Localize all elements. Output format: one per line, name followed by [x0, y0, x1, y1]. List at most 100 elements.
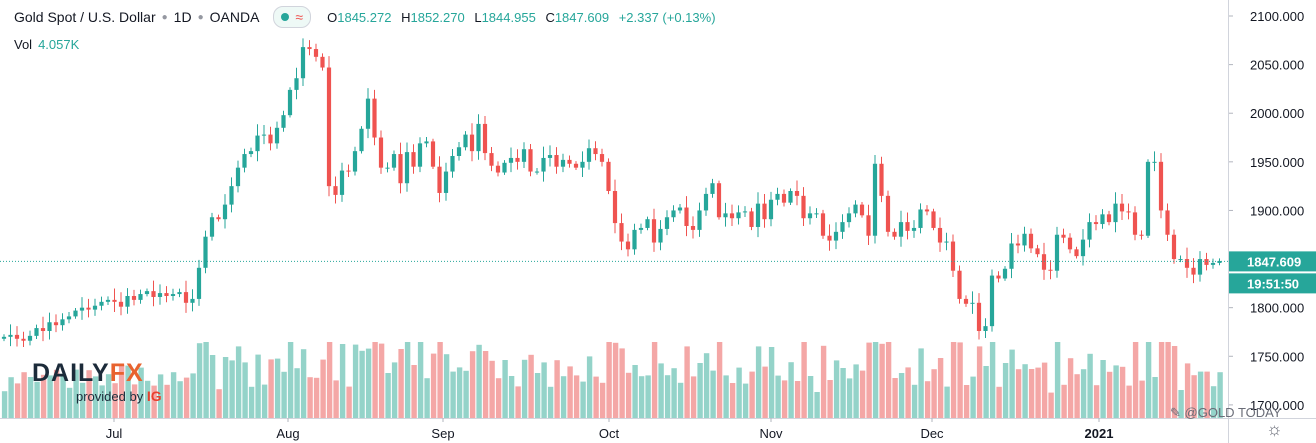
- interval-label[interactable]: 1D: [173, 9, 192, 25]
- candle-body: [840, 222, 845, 232]
- market-status-toggle[interactable]: ≈: [273, 6, 312, 28]
- candle-body: [1113, 203, 1118, 223]
- candle-body: [8, 334, 13, 337]
- candle-body: [1015, 243, 1021, 246]
- volume-bar: [1204, 371, 1210, 418]
- volume-bar: [541, 362, 547, 418]
- chart-legend: Gold Spot / U.S. Dollar ● 1D ● OANDA ≈ O…: [14, 6, 716, 28]
- candle-body: [346, 170, 351, 172]
- candle-body: [866, 215, 871, 236]
- volume-label[interactable]: Vol: [14, 37, 33, 52]
- x-tick-label: 2021: [1085, 426, 1114, 441]
- volume-bar: [21, 372, 27, 418]
- candle-body: [131, 296, 137, 300]
- volume-bar: [359, 350, 365, 418]
- volume-bar: [183, 377, 190, 418]
- volume-bar: [1191, 375, 1197, 418]
- volume-legend: Vol 4.057K: [14, 37, 79, 52]
- volume-bar: [547, 386, 554, 418]
- volume-bar: [112, 383, 118, 418]
- symbol-title[interactable]: Gold Spot / U.S. Dollar: [14, 9, 156, 25]
- volume-bar: [196, 343, 203, 418]
- volume-bar: [1184, 363, 1191, 418]
- candle-body: [963, 298, 969, 304]
- volume-bar: [339, 344, 346, 418]
- candle-body: [580, 161, 585, 168]
- volume-bar: [736, 367, 742, 418]
- candle-body: [281, 115, 286, 128]
- volume-bar: [612, 342, 619, 418]
- candle-body: [697, 210, 702, 230]
- volume-bar: [424, 378, 430, 418]
- volume-bar: [619, 348, 625, 418]
- candle-body: [352, 151, 358, 172]
- open-value: 1845.272: [337, 9, 392, 25]
- volume-value: 4.057K: [38, 37, 80, 52]
- candle-body: [268, 134, 273, 144]
- candle-body: [541, 157, 546, 172]
- volume-bar: [60, 374, 66, 418]
- candle-body: [489, 153, 494, 166]
- candle-body: [79, 307, 85, 311]
- low-value: 1844.955: [481, 9, 536, 25]
- volume-bar: [794, 381, 801, 418]
- volume-bar: [482, 351, 489, 418]
- volume-bar: [859, 370, 866, 418]
- candle-body: [437, 166, 442, 193]
- watermark-icon: ✎: [1170, 405, 1181, 420]
- candle-body: [1197, 259, 1203, 275]
- high-value: 1852.270: [410, 9, 465, 25]
- candle-body: [911, 227, 917, 231]
- volume-bar: [1067, 358, 1074, 418]
- volume-bar: [580, 381, 586, 418]
- settings-gear-icon[interactable]: ☼: [1266, 419, 1283, 439]
- volume-bar: [8, 377, 14, 418]
- market-open-icon: [281, 13, 290, 21]
- logo-fx: FX: [109, 359, 144, 387]
- volume-bar: [528, 354, 534, 418]
- volume-bar: [1139, 380, 1145, 418]
- candle-body: [1171, 234, 1177, 260]
- volume-bar: [1217, 372, 1223, 418]
- candle-body: [1028, 233, 1034, 249]
- volume-bar: [918, 348, 924, 418]
- candle-body: [651, 219, 657, 243]
- candle-body: [450, 156, 455, 172]
- volume-bar: [346, 386, 352, 418]
- candle-body: [632, 229, 637, 250]
- volume-bar: [222, 357, 229, 418]
- volume-bar: [957, 342, 963, 418]
- candle-body: [1139, 234, 1144, 236]
- volume-bar: [242, 362, 248, 418]
- volume-bar: [1061, 384, 1067, 418]
- logo-provided-by: provided by: [76, 389, 144, 404]
- candle-body: [242, 154, 247, 168]
- high-label: H: [401, 9, 411, 25]
- open-label: O: [327, 9, 338, 25]
- candle-body: [1145, 161, 1151, 236]
- volume-bar: [905, 367, 911, 418]
- candle-body: [898, 222, 904, 237]
- candle-body: [378, 137, 384, 168]
- volume-bar: [47, 375, 53, 418]
- candle-body: [34, 328, 39, 336]
- dailyfx-logo: DAILYFX provided by IG: [32, 360, 162, 404]
- candle-body: [456, 147, 462, 156]
- volume-bar: [937, 358, 944, 418]
- candle-body: [1132, 212, 1138, 235]
- candle-body: [560, 159, 566, 167]
- volume-bar: [1126, 385, 1132, 418]
- candle-body: [60, 319, 65, 326]
- candle-body: [755, 203, 761, 227]
- volume-bar: [846, 378, 853, 418]
- candle-body: [1035, 248, 1040, 255]
- ohlc-values: O1845.272 H1852.270 L1844.955 C1847.609 …: [327, 10, 715, 25]
- volume-bar: [1145, 342, 1152, 418]
- volume-bar: [515, 386, 521, 418]
- candle-body: [781, 193, 787, 203]
- candle-body: [339, 170, 345, 195]
- volume-bar: [105, 374, 112, 418]
- candle-body: [1054, 234, 1060, 271]
- y-tick-label: 2000.000: [1250, 106, 1304, 121]
- candle-body: [14, 334, 20, 339]
